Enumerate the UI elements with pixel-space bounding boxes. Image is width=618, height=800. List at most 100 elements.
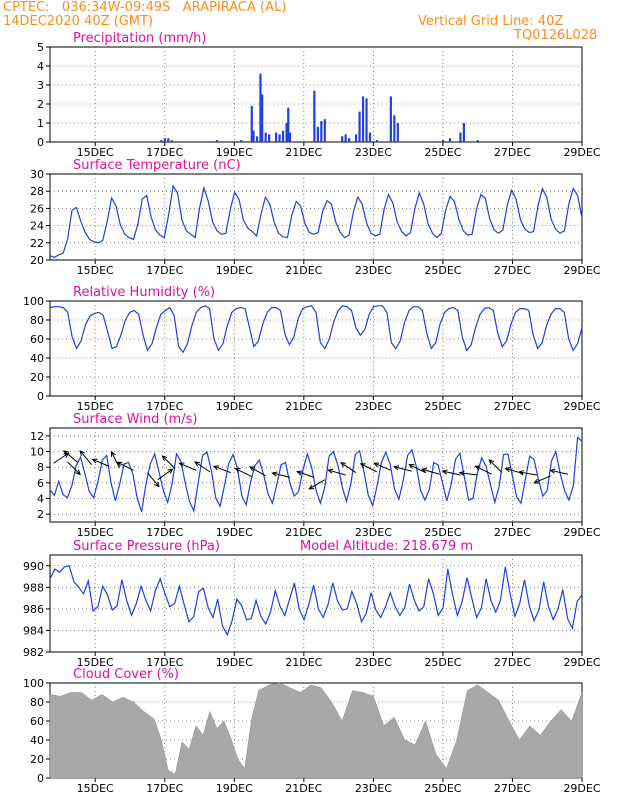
wind-vector-head	[549, 468, 556, 474]
y-tick-label: 6	[37, 477, 44, 490]
wind-vector	[550, 469, 569, 475]
y-tick-label: 3	[37, 79, 44, 92]
x-tick-label: 21DEC	[285, 400, 322, 413]
wind-vector-head	[79, 450, 85, 456]
precip-bar	[255, 136, 259, 142]
cloud-cover-area	[49, 682, 583, 779]
x-tick-label: 25DEC	[424, 782, 461, 795]
panel-title-rh: Relative Humidity (%)	[73, 285, 215, 300]
wind-vector-head	[327, 468, 334, 474]
x-tick-label: 27DEC	[494, 526, 531, 539]
wind-vector	[340, 462, 357, 474]
precip-bar	[441, 140, 445, 142]
precip-bar	[344, 134, 347, 142]
x-tick-label: 17DEC	[146, 264, 183, 277]
x-tick-label: 17DEC	[146, 656, 183, 669]
precip-bar	[170, 140, 173, 142]
y-tick-label: 30	[30, 168, 44, 181]
precip-bar	[240, 140, 243, 142]
precip-bar	[476, 140, 479, 142]
precip-bar	[361, 96, 365, 142]
x-tick-label: 15DEC	[77, 656, 114, 669]
x-tick-label: 19DEC	[216, 526, 253, 539]
precip-bar	[160, 140, 163, 142]
y-tick-label: 4	[37, 493, 44, 506]
y-tick-label: 0	[37, 390, 44, 403]
wind-vector-head	[116, 461, 123, 467]
wind-vector-head	[63, 450, 69, 456]
x-tick-label: 21DEC	[285, 526, 322, 539]
x-tick-label: 29DEC	[563, 146, 600, 159]
y-tick-label: 100	[23, 677, 44, 690]
y-tick-label: 24	[30, 220, 44, 233]
precip-bar	[368, 132, 372, 142]
wind-vector	[328, 469, 346, 476]
wind-vector	[297, 471, 315, 478]
wind-vector	[533, 475, 551, 484]
wind-vector	[194, 461, 211, 473]
y-tick-label: 40	[30, 352, 44, 365]
precip-bar	[285, 123, 288, 142]
x-tick-label: 19DEC	[216, 400, 253, 413]
wind-vector-head	[359, 463, 366, 469]
x-tick-label: 29DEC	[563, 656, 600, 669]
wind-vector	[157, 468, 173, 481]
wind-vector-head	[393, 465, 400, 471]
wind-vector	[475, 465, 492, 475]
x-tick-label: 27DEC	[494, 656, 531, 669]
y-tick-label: 80	[30, 696, 44, 709]
wind-vector-head	[91, 458, 98, 464]
x-tick-label: 19DEC	[216, 146, 253, 159]
x-tick-label: 25DEC	[424, 264, 461, 277]
wind-vector-head	[421, 467, 428, 473]
wind-vector	[213, 465, 231, 474]
y-tick-label: 986	[23, 603, 44, 616]
precip-bar	[167, 138, 170, 142]
precip-bar	[389, 96, 392, 142]
x-tick-label: 29DEC	[563, 526, 600, 539]
series-line-wind	[49, 436, 583, 514]
precip-bar	[215, 140, 219, 142]
wind-vector	[394, 466, 412, 472]
y-tick-label: 20	[30, 254, 44, 267]
y-tick-label: 10	[30, 446, 44, 459]
series-line-rh	[49, 305, 583, 354]
wind-vector	[92, 458, 110, 467]
precip-bar	[365, 98, 368, 142]
header-grid-note: Vertical Grid Line: 40Z	[418, 14, 564, 29]
wind-vector-head	[458, 470, 465, 476]
wind-vector-head	[234, 468, 241, 473]
precip-bar	[341, 136, 344, 142]
x-tick-label: 25DEC	[424, 146, 461, 159]
wind-vector-head	[248, 466, 255, 472]
panel-title-cloud: Cloud Cover (%)	[73, 667, 179, 682]
x-tick-label: 15DEC	[77, 526, 114, 539]
precip-bar	[252, 130, 255, 142]
x-tick-label: 27DEC	[494, 146, 531, 159]
x-tick-label: 23DEC	[355, 264, 392, 277]
series-line-temp	[49, 184, 583, 259]
series-line-pres	[49, 565, 583, 637]
x-tick-label: 25DEC	[424, 656, 461, 669]
wind-vector	[179, 462, 197, 471]
wind-vector	[518, 471, 537, 476]
panel-title-temp: Surface Temperature (nC)	[73, 158, 241, 173]
x-tick-label: 15DEC	[77, 264, 114, 277]
panel-title-precip: Precipitation (mm/h)	[73, 31, 206, 46]
x-tick-label: 21DEC	[285, 782, 322, 795]
header-code: TQ0126L028	[514, 28, 598, 43]
precip-bar	[448, 138, 452, 142]
precip-bar	[375, 140, 379, 142]
wind-vector	[79, 450, 93, 466]
precip-bar	[316, 126, 319, 142]
wind-vector-head	[75, 469, 81, 476]
precip-bar	[261, 94, 264, 142]
x-tick-label: 19DEC	[216, 264, 253, 277]
y-tick-label: 12	[30, 430, 44, 443]
y-tick-label: 990	[23, 560, 44, 573]
panel-frame-pres	[49, 554, 583, 653]
wind-vector	[249, 466, 266, 477]
wind-vector	[409, 464, 426, 474]
wind-vector-head	[504, 467, 511, 473]
precip-bar	[393, 115, 396, 142]
